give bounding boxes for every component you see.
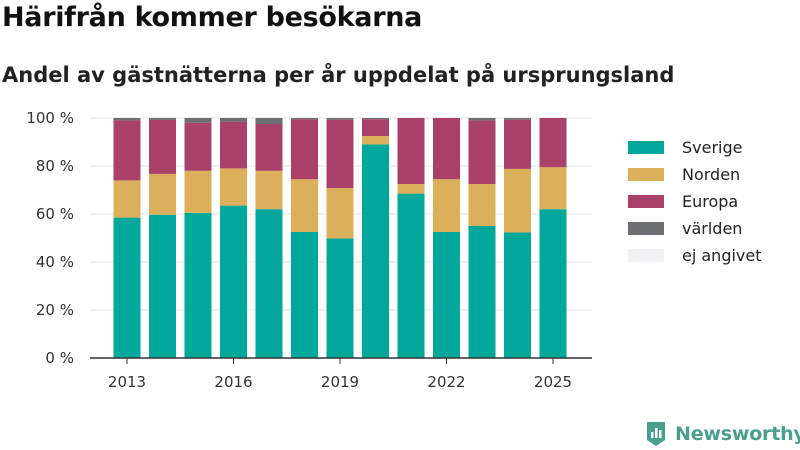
bar-segment-sverige [397, 193, 425, 358]
y-tick-label: 100 % [26, 109, 74, 127]
bar-segment-sverige [291, 232, 318, 358]
legend-label: Norden [682, 165, 741, 184]
bar-segment-norden [326, 188, 354, 239]
y-tick-label: 40 % [36, 253, 74, 271]
bar-segment-världen [504, 118, 531, 120]
bar-segment-världen [149, 118, 176, 120]
bar-segment-sverige [468, 226, 496, 358]
bar-segment-europa [539, 118, 567, 168]
bar-segment-sverige [255, 209, 283, 358]
legend-label: Europa [682, 192, 739, 211]
bar-segment-norden [255, 170, 283, 210]
bar-segment-världen [184, 118, 212, 123]
bar-segment-norden [362, 136, 389, 145]
bar-segment-europa [326, 119, 354, 189]
bar-segment-europa [149, 119, 176, 174]
y-tick-label: 60 % [36, 205, 74, 223]
bars [113, 118, 567, 358]
bar-segment-världen [255, 118, 283, 124]
bar-segment-europa [291, 119, 318, 180]
bar-segment-världen [326, 118, 354, 120]
bar-segment-europa [468, 120, 496, 184]
bar-segment-norden [433, 179, 460, 232]
legend-swatch [628, 168, 664, 181]
x-tick-label: 2025 [534, 373, 572, 391]
bar-segment-världen [291, 118, 318, 120]
bar-segment-sverige [113, 217, 141, 358]
y-axis-ticks: 0 % 20 % 40 % 60 % 80 % 100 % [26, 109, 74, 367]
x-axis-ticks: 2013 2016 2019 2022 2025 [108, 358, 572, 391]
x-tick-label: 2016 [214, 373, 252, 391]
legend-item: ej angivet [628, 242, 762, 269]
bar-segment-världen [362, 118, 389, 120]
legend-swatch [628, 222, 664, 235]
bar-segment-europa [113, 120, 141, 181]
legend-label: ej angivet [682, 246, 762, 265]
bar-segment-sverige [362, 144, 389, 358]
x-tick-label: 2013 [108, 373, 146, 391]
bar-segment-norden [504, 168, 531, 233]
legend-item: Europa [628, 188, 762, 215]
bar-segment-världen [220, 118, 247, 122]
brand: Newsworthy [645, 420, 800, 448]
bar-segment-sverige [326, 238, 354, 358]
bar-segment-europa [362, 119, 389, 136]
bar-segment-norden [149, 173, 176, 215]
bar-segment-europa [504, 119, 531, 169]
y-tick-label: 80 % [36, 157, 74, 175]
x-tick-label: 2022 [427, 373, 465, 391]
legend-label: världen [682, 219, 743, 238]
bar-segment-europa [433, 118, 460, 180]
legend-item: Norden [628, 161, 762, 188]
y-tick-label: 0 % [45, 349, 74, 367]
bar-segment-europa [220, 121, 247, 169]
chart-subtitle: Andel av gästnätterna per år uppdelat på… [2, 63, 675, 87]
legend: Sverige Norden Europa världen ej angivet [628, 134, 762, 269]
bar-segment-norden [397, 184, 425, 194]
bar-segment-sverige [149, 214, 176, 358]
bar-segment-norden [220, 168, 247, 206]
bar-segment-sverige [220, 205, 247, 358]
brand-name: Newsworthy [675, 423, 800, 445]
bar-segment-norden [539, 167, 567, 210]
x-tick-label: 2019 [321, 373, 359, 391]
legend-swatch [628, 249, 664, 262]
legend-swatch [628, 141, 664, 154]
bar-segment-sverige [184, 212, 212, 358]
bar-segment-norden [291, 179, 318, 232]
legend-swatch [628, 195, 664, 208]
legend-item: världen [628, 215, 762, 242]
bar-segment-norden [113, 180, 141, 218]
bar-segment-sverige [539, 209, 567, 358]
legend-item: Sverige [628, 134, 762, 161]
y-tick-label: 20 % [36, 301, 74, 319]
chart-title: Härifrån kommer besökarna [2, 2, 423, 33]
bar-segment-sverige [433, 232, 460, 358]
newsworthy-logo-icon [647, 422, 665, 446]
bar-segment-europa [397, 118, 425, 184]
bar-segment-världen [113, 118, 141, 121]
legend-label: Sverige [682, 138, 743, 157]
bar-segment-norden [468, 184, 496, 226]
bar-segment-europa [184, 122, 212, 171]
bar-segment-europa [255, 124, 283, 171]
bar-segment-norden [184, 170, 212, 213]
bar-segment-sverige [504, 232, 531, 358]
bar-segment-världen [468, 118, 496, 121]
